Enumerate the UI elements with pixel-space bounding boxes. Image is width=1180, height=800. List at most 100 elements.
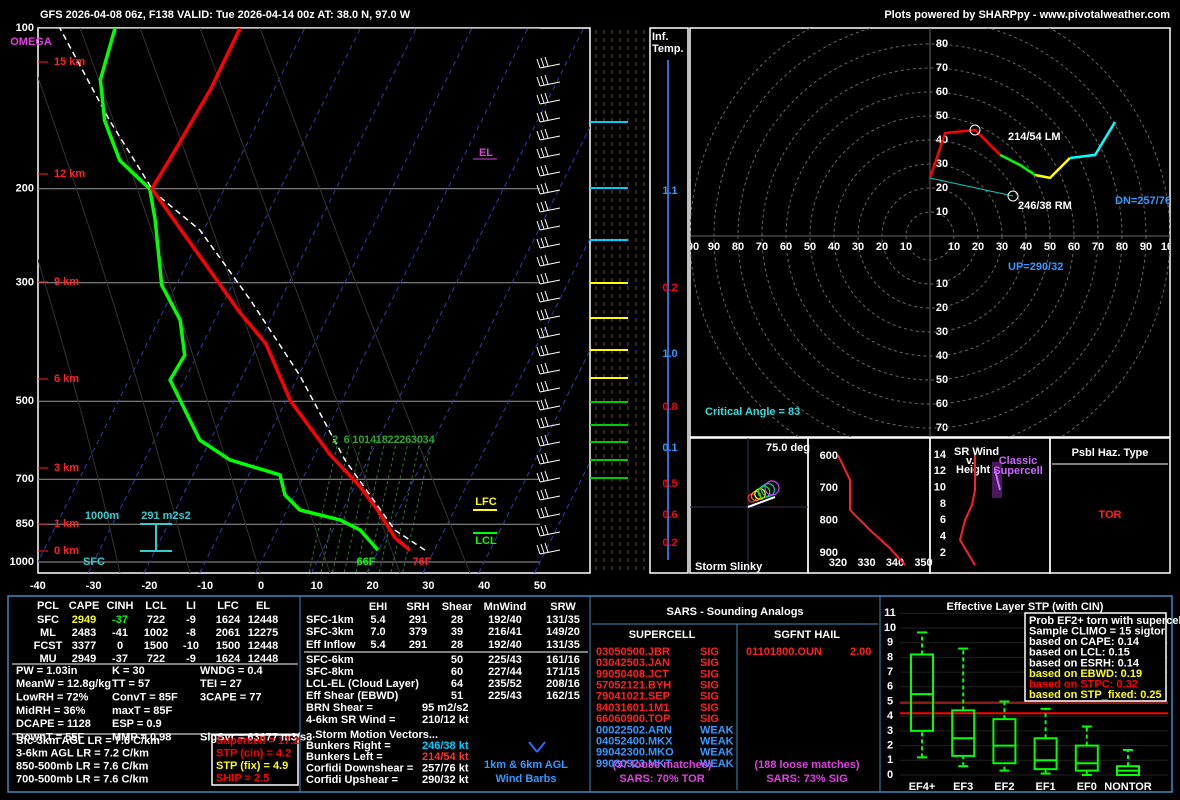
thermo-cell: 3377 bbox=[72, 640, 96, 652]
rule bbox=[544, 56, 549, 67]
lcl-label: LCL bbox=[475, 535, 497, 547]
kinematic-row-label: SFC-1km bbox=[306, 614, 354, 626]
sars-result: SARS: 73% SIG bbox=[766, 773, 847, 785]
mixing-ratio-line bbox=[320, 445, 350, 573]
rule bbox=[544, 452, 549, 463]
thermo-index: ConvT = 85F bbox=[112, 692, 178, 704]
rule bbox=[536, 364, 541, 375]
theta-e-pressure-label: 600 bbox=[820, 450, 838, 462]
stp-tick-label: 3 bbox=[887, 725, 893, 737]
thermo-header: CAPE bbox=[69, 600, 100, 612]
stp-tick-label: 9 bbox=[887, 637, 893, 649]
thermo-cell: -37 bbox=[112, 653, 128, 665]
upshear-label: UP=290/32 bbox=[1008, 261, 1063, 273]
motion-value: 214/54 kt bbox=[422, 751, 469, 763]
sr-height-label: 6 bbox=[940, 514, 946, 526]
rule bbox=[540, 237, 545, 248]
sars-analog-type: SIG bbox=[700, 668, 719, 680]
rule bbox=[539, 405, 561, 411]
sars-hail-size: 2.00 bbox=[850, 646, 871, 658]
rule bbox=[540, 525, 545, 536]
sars-result: SARS: 70% TOR bbox=[619, 773, 704, 785]
sars-loose: (37 loose matches) bbox=[612, 759, 711, 771]
surface-dewpoint: 66F bbox=[357, 556, 376, 568]
rule bbox=[539, 441, 561, 447]
box bbox=[992, 718, 1017, 765]
theta-e-pressure-label: 900 bbox=[820, 547, 838, 559]
slinky-ring bbox=[757, 485, 771, 499]
hodo-trace bbox=[1069, 121, 1117, 160]
kinematic-cell: 64 bbox=[451, 678, 464, 690]
kinematic-cell: 149/20 bbox=[546, 626, 580, 638]
rule bbox=[540, 201, 545, 212]
motion-label: Corfidi Upshear = bbox=[306, 774, 398, 786]
wind-barb bbox=[536, 272, 561, 285]
dry-adiabat bbox=[38, 258, 121, 573]
rm-label: 246/38 RM bbox=[1018, 200, 1072, 212]
wind-barb bbox=[536, 146, 561, 159]
severe-index: STP (fix) = 4.9 bbox=[216, 760, 288, 772]
mixing-ratio-line bbox=[367, 445, 396, 573]
sars-analog: 66060900.TOP bbox=[596, 713, 670, 725]
inferred-temp-frame bbox=[649, 27, 689, 574]
rule bbox=[536, 256, 541, 267]
kinematic-header: SRW bbox=[550, 601, 576, 613]
rule bbox=[539, 423, 561, 429]
wind-barb bbox=[536, 74, 561, 87]
stp-tick-label: 1 bbox=[887, 754, 893, 766]
hodo-ring-label: 40 bbox=[828, 241, 840, 253]
stp-legend-line: based on STPC: 0.32 bbox=[1029, 679, 1138, 691]
hodo-ring bbox=[833, 139, 1027, 333]
rule bbox=[540, 417, 545, 428]
lapse-rate: 3-6km AGL LR = 7.2 C/km bbox=[16, 748, 149, 760]
rule bbox=[539, 225, 561, 231]
kinematic-cell: 162/15 bbox=[546, 690, 580, 702]
stp-legend-box bbox=[1024, 612, 1167, 702]
rule bbox=[540, 291, 545, 302]
sars-supercell-title: SUPERCELL bbox=[629, 629, 696, 641]
sr-band-label: Supercell bbox=[993, 465, 1043, 477]
el-label: EL bbox=[479, 147, 493, 159]
rule bbox=[536, 400, 541, 411]
skewt-plot bbox=[38, 28, 590, 573]
hodo-ring-label: 60 bbox=[936, 86, 948, 98]
stp-tick-label: 2 bbox=[887, 740, 893, 752]
kinematic-cell: 131/35 bbox=[546, 614, 580, 626]
stp-tick-label: 8 bbox=[887, 651, 893, 663]
hodo-ring-label: 50 bbox=[936, 374, 948, 386]
thermo-cell: 0 bbox=[117, 640, 123, 652]
stp-category: EF2 bbox=[994, 781, 1014, 793]
rule bbox=[536, 328, 541, 339]
motion-label: Corfidi Downshear = bbox=[306, 763, 413, 775]
thermo-index: K = 30 bbox=[112, 665, 145, 677]
isotherm bbox=[422, 237, 590, 573]
rule bbox=[544, 218, 549, 229]
rule bbox=[536, 274, 541, 285]
hodo-ring-label: 30 bbox=[852, 241, 864, 253]
pressure-tick-label: 700 bbox=[16, 473, 34, 485]
stp-box bbox=[1116, 749, 1140, 776]
mixing-ratio-label: 30 bbox=[411, 434, 423, 446]
rule bbox=[540, 183, 545, 194]
theta-e-pressure-label: 800 bbox=[820, 515, 838, 527]
rule bbox=[540, 399, 545, 410]
rule bbox=[536, 508, 541, 519]
thermo-index: DCAPE = 1128 bbox=[16, 718, 91, 730]
kinematic-cell: 225/43 bbox=[488, 690, 522, 702]
rule bbox=[539, 369, 561, 375]
surface-label: SFC bbox=[83, 556, 105, 568]
rule bbox=[539, 477, 561, 483]
thermo-header: LI bbox=[186, 600, 196, 612]
temperature-profile bbox=[149, 28, 411, 552]
wind-barb bbox=[536, 200, 561, 213]
hodo-ring bbox=[761, 67, 1099, 405]
stp-tick-label: 6 bbox=[887, 681, 893, 693]
stp-tick-label: 5 bbox=[887, 695, 893, 707]
stp-legend-line: Prob EF2+ torn with supercell bbox=[1029, 615, 1180, 627]
height-label: 12 km bbox=[54, 168, 85, 180]
rule bbox=[539, 279, 561, 285]
kinematic-cell: 192/40 bbox=[488, 639, 522, 651]
rule bbox=[747, 496, 776, 508]
dry-adiabat bbox=[259, 28, 471, 573]
sars-analog-type: WEAK bbox=[700, 758, 734, 770]
